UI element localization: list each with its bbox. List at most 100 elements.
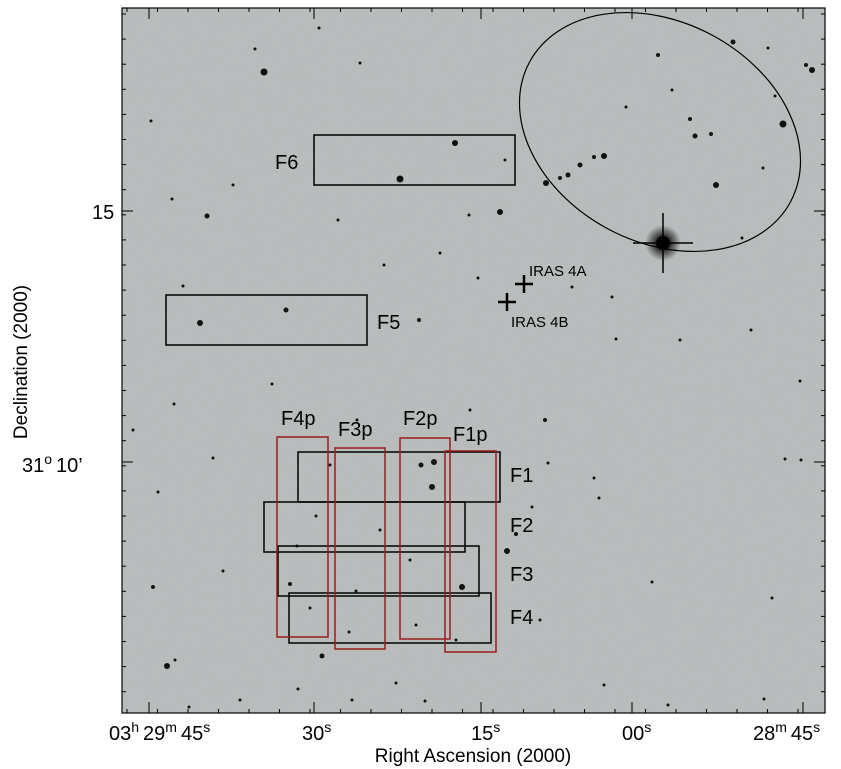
star [396, 175, 404, 183]
star [610, 295, 614, 299]
star [288, 582, 292, 586]
star [164, 663, 170, 669]
star [670, 88, 674, 92]
star [799, 458, 803, 462]
star [570, 285, 574, 289]
star [317, 26, 321, 30]
star [666, 703, 670, 707]
field-f6-box [313, 134, 516, 186]
star [749, 328, 753, 332]
field-label-f5: F5 [377, 312, 400, 334]
star [740, 236, 744, 240]
star [414, 623, 418, 627]
star [204, 213, 210, 219]
star-field [131, 26, 815, 709]
star [417, 318, 421, 322]
star [347, 630, 351, 634]
star [565, 172, 571, 178]
star [423, 699, 427, 703]
x-axis-title: Right Ascension (2000) [375, 746, 571, 767]
y-tick-label-1: 31o 10’ [22, 451, 83, 477]
star [211, 456, 215, 460]
star [454, 638, 458, 642]
star [773, 94, 777, 98]
star [597, 496, 601, 500]
star [350, 698, 354, 702]
star [408, 558, 412, 562]
star [688, 117, 692, 121]
star [779, 120, 787, 128]
axis-ticks [122, 8, 825, 713]
x-tick-label-2: 15s [471, 719, 500, 745]
star [354, 589, 358, 593]
star [319, 653, 325, 659]
star [314, 514, 318, 518]
x-tick-label-1: 30s [302, 719, 331, 745]
star [602, 683, 606, 687]
star [181, 284, 185, 288]
field-f2p-box [399, 437, 451, 640]
black-fields [165, 134, 516, 644]
star [270, 382, 274, 386]
star [709, 132, 713, 136]
star [798, 379, 802, 383]
star [172, 402, 176, 406]
field-f4-box [288, 592, 492, 644]
star [497, 209, 503, 215]
star [514, 532, 518, 536]
star [358, 61, 362, 65]
star [308, 606, 312, 610]
star [546, 461, 550, 465]
star [476, 276, 480, 280]
field-f3p-box [334, 447, 386, 650]
star [355, 418, 359, 422]
region-ellipse [518, 11, 802, 253]
star [804, 63, 808, 67]
star [762, 697, 766, 701]
star [336, 218, 340, 222]
star [558, 176, 562, 180]
star [296, 687, 300, 691]
field-label-f4: F4 [510, 607, 533, 629]
star [624, 105, 628, 109]
x-tick-labels: 03h 29m 45s 30s 15s 00s 28m 45s [109, 719, 820, 745]
star [131, 428, 135, 432]
star [467, 213, 471, 217]
star [770, 596, 774, 600]
y-tick-label-0: 15 [92, 202, 114, 224]
bright-star-core [656, 236, 670, 250]
star [766, 46, 770, 50]
star [730, 39, 736, 45]
star [543, 418, 547, 422]
star [156, 490, 160, 494]
star [761, 166, 765, 170]
field-label-f4p: F4p [281, 408, 315, 430]
star [187, 705, 191, 709]
y-axis-title: Declination (2000) [11, 285, 32, 439]
iras-markers [498, 275, 533, 311]
star [394, 681, 398, 685]
field-labels: F6 F5 F1 F2 F3 F4 F4p F3p F2p F1p [275, 152, 533, 629]
field-f2-box [263, 501, 466, 553]
star [504, 548, 510, 554]
x-tick-label-3: 00s [622, 719, 651, 745]
star [656, 53, 660, 57]
plot-frame [121, 7, 826, 714]
field-f4p-box [276, 436, 329, 638]
field-label-f3p: F3p [338, 419, 372, 441]
field-f5-box [165, 294, 368, 346]
star [253, 47, 257, 51]
star [783, 457, 787, 461]
star [283, 307, 289, 313]
field-f3-box [277, 545, 480, 597]
star [438, 251, 442, 255]
star [382, 263, 386, 267]
star [713, 182, 719, 188]
star [231, 183, 235, 187]
x-tick-label-0: 03h 29m 45s [109, 719, 210, 745]
star [378, 528, 382, 532]
star [328, 463, 332, 467]
star [650, 580, 654, 584]
star [530, 505, 534, 509]
field-label-f1p: F1p [453, 424, 487, 446]
